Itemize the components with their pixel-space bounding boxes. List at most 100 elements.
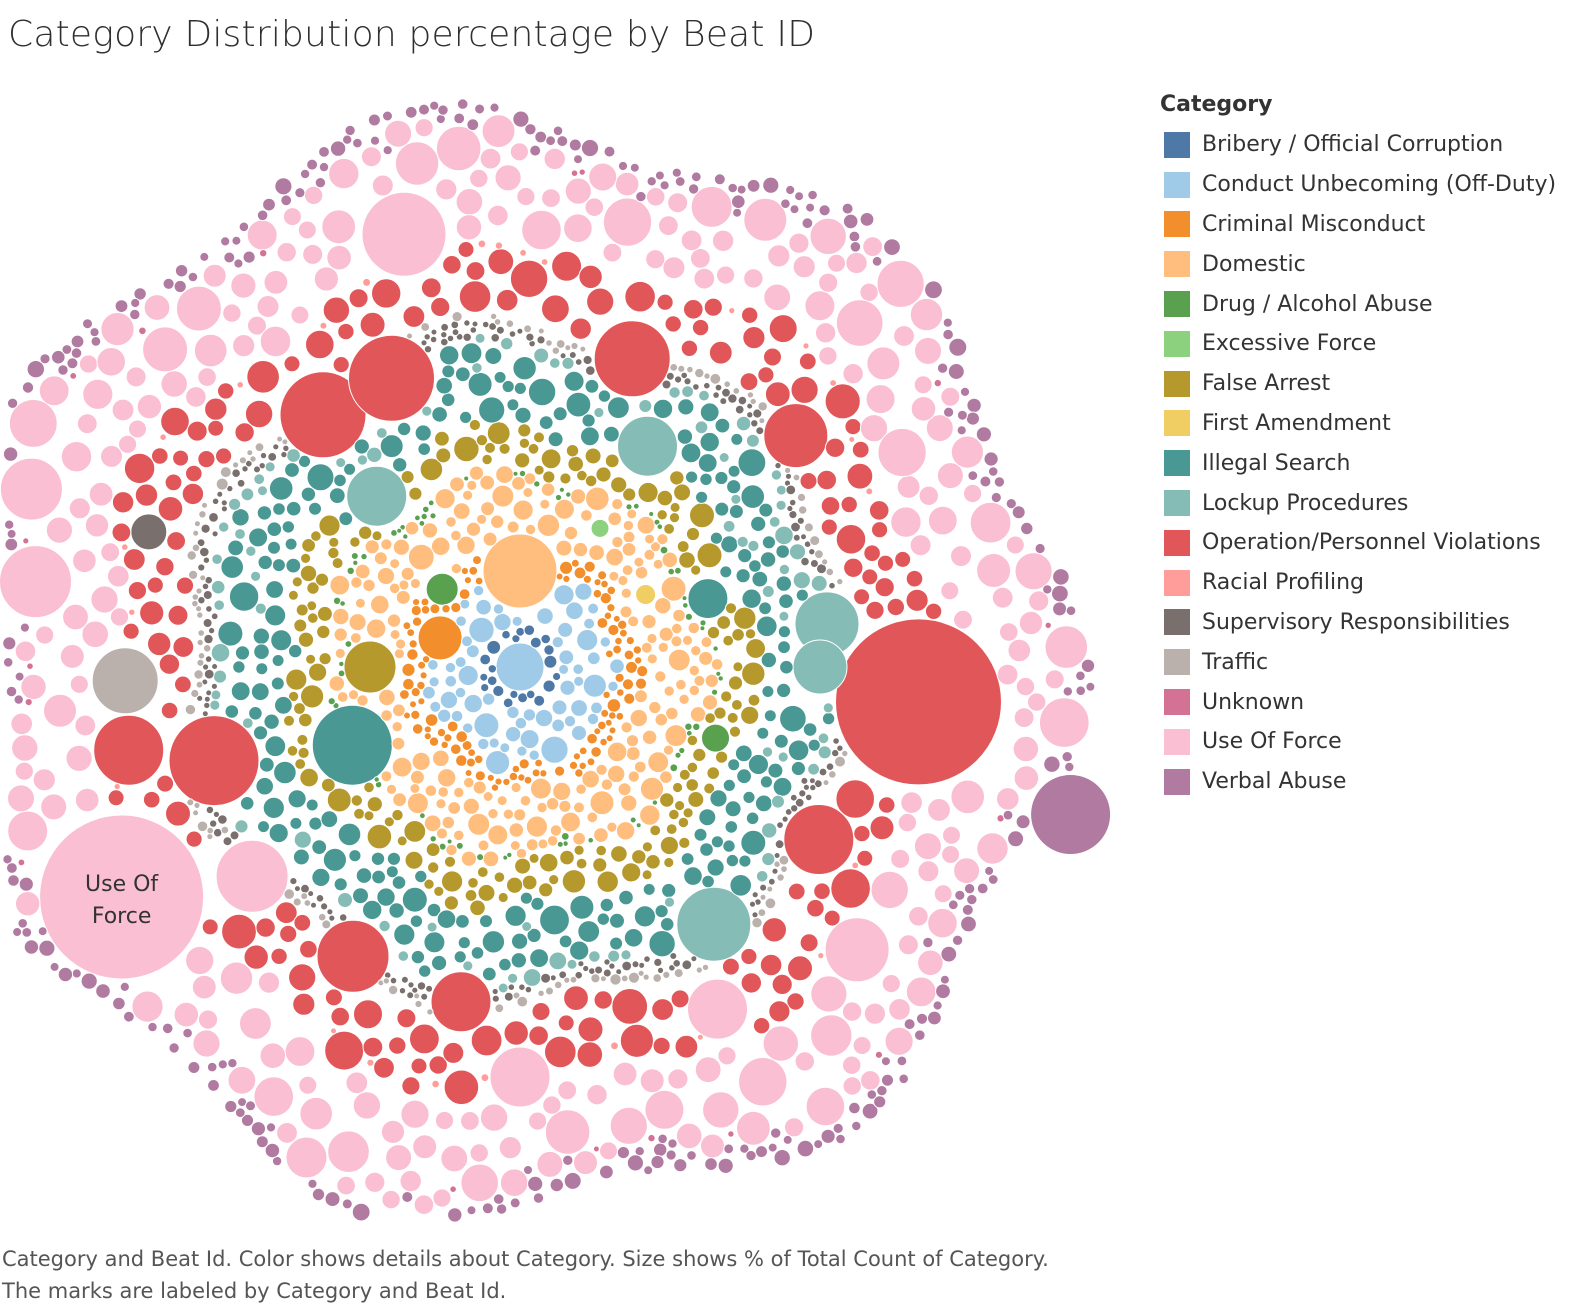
bubble-mark[interactable]: [1051, 584, 1069, 603]
bubble-mark[interactable]: [626, 1154, 645, 1172]
bubble-mark[interactable]: [1018, 610, 1044, 636]
bubble-mark[interactable]: [693, 827, 708, 842]
bubble-mark[interactable]: [71, 968, 82, 979]
bubble-mark[interactable]: [751, 570, 769, 588]
bubble-mark[interactable]: [113, 782, 121, 791]
bubble-mark[interactable]: [796, 492, 807, 502]
bubble-mark[interactable]: [774, 461, 782, 470]
legend-item[interactable]: Illegal Search: [1160, 443, 1570, 483]
bubble-mark[interactable]: [642, 882, 656, 896]
bubble-mark[interactable]: [297, 631, 315, 648]
bubble-mark[interactable]: [574, 358, 583, 366]
bubble-mark[interactable]: [487, 808, 499, 820]
bubble-mark[interactable]: [4, 519, 15, 530]
bubble-mark[interactable]: [802, 342, 810, 350]
bubble-mark[interactable]: [651, 998, 674, 1021]
bubble-mark[interactable]: [767, 762, 784, 779]
bubble-mark[interactable]: [584, 378, 600, 394]
bubble-mark[interactable]: [668, 512, 681, 524]
bubble-mark[interactable]: [250, 682, 270, 702]
bubble-mark[interactable]: [252, 725, 269, 741]
bubble-mark[interactable]: [751, 917, 763, 929]
bubble-mark[interactable]: [238, 456, 247, 465]
bubble-mark[interactable]: [468, 565, 479, 576]
bubble-mark[interactable]: [755, 1145, 768, 1159]
bubble-mark[interactable]: [250, 1121, 266, 1137]
bubble-mark[interactable]: [776, 873, 785, 882]
bubble-mark[interactable]: [378, 688, 396, 707]
bubble-mark[interactable]: [726, 711, 739, 724]
bubble-mark[interactable]: [1007, 830, 1025, 848]
bubble-mark[interactable]: [271, 558, 286, 573]
bubble-mark[interactable]: [698, 389, 710, 402]
bubble-mark[interactable]: [874, 1050, 884, 1059]
bubble-mark[interactable]: [822, 702, 834, 714]
bubble-mark[interactable]: [841, 1001, 863, 1022]
bubble-mark[interactable]: [788, 498, 797, 507]
bubble-mark[interactable]: [57, 364, 69, 376]
bubble-mark[interactable]: [109, 607, 130, 627]
bubble-mark[interactable]: [224, 1099, 238, 1114]
bubble-mark[interactable]: [551, 346, 560, 355]
bubble-mark[interactable]: [758, 502, 774, 518]
bubble-mark[interactable]: [450, 743, 462, 756]
bubble-mark[interactable]: [81, 620, 109, 649]
bubble-mark[interactable]: [573, 154, 583, 165]
bubble-mark[interactable]: [412, 598, 421, 607]
bubble-mark[interactable]: [217, 814, 228, 825]
bubble-mark[interactable]: [808, 777, 816, 785]
bubble-mark[interactable]: [420, 512, 428, 521]
bubble-mark[interactable]: [670, 989, 690, 1009]
bubble-mark[interactable]: [281, 438, 289, 446]
bubble-mark[interactable]: [1028, 590, 1050, 612]
bubble-mark[interactable]: [401, 1191, 414, 1203]
bubble-mark[interactable]: [263, 713, 280, 730]
bubble-mark[interactable]: [623, 928, 644, 948]
bubble-mark[interactable]: [443, 895, 459, 911]
bubble-mark[interactable]: [1039, 697, 1090, 748]
bubble-mark[interactable]: [890, 848, 911, 869]
bubble-mark[interactable]: [416, 981, 427, 991]
bubble-mark[interactable]: [963, 483, 983, 504]
bubble-mark[interactable]: [983, 451, 999, 467]
bubble-mark[interactable]: [39, 353, 51, 365]
bubble-mark[interactable]: [807, 762, 820, 776]
bubble-mark[interactable]: [512, 470, 519, 477]
bubble-mark[interactable]: [615, 821, 636, 841]
bubble-mark[interactable]: [451, 311, 463, 323]
bubble-mark[interactable]: [746, 402, 754, 410]
bubble-mark[interactable]: [563, 213, 593, 243]
bubble-mark[interactable]: [495, 465, 515, 485]
bubble-mark[interactable]: [0, 457, 63, 521]
bubble-mark[interactable]: [404, 520, 420, 536]
bubble-mark[interactable]: [873, 1095, 887, 1109]
bubble-mark[interactable]: [487, 248, 515, 276]
bubble-mark[interactable]: [234, 1107, 246, 1118]
bubble-mark[interactable]: [283, 714, 295, 727]
bubble-mark[interactable]: [730, 432, 744, 446]
bubble-mark[interactable]: [701, 874, 715, 889]
bubble-mark[interactable]: [745, 1149, 757, 1162]
bubble-mark[interactable]: [490, 783, 500, 792]
bubble-mark[interactable]: [835, 1133, 846, 1145]
bubble-mark[interactable]: [1065, 605, 1077, 617]
bubble-mark[interactable]: [742, 790, 756, 805]
bubble-mark[interactable]: [533, 347, 550, 364]
bubble-mark[interactable]: [678, 746, 686, 755]
bubble-mark[interactable]: [499, 1168, 529, 1197]
bubble-mark[interactable]: [558, 649, 575, 666]
bubble-mark[interactable]: [489, 312, 498, 321]
bubble-mark[interactable]: [498, 957, 512, 972]
bubble-mark[interactable]: [204, 397, 228, 421]
bubble-mark[interactable]: [441, 815, 456, 830]
bubble-mark[interactable]: [866, 1089, 878, 1100]
bubble-mark[interactable]: [26, 360, 45, 379]
bubble-mark[interactable]: [759, 893, 767, 901]
bubble-mark[interactable]: [469, 326, 478, 334]
bubble-mark[interactable]: [477, 737, 490, 751]
bubble-mark[interactable]: [905, 569, 924, 588]
bubble-mark[interactable]: [611, 535, 624, 549]
bubble-mark[interactable]: [321, 919, 332, 930]
bubble-mark[interactable]: [375, 427, 388, 439]
bubble-mark[interactable]: [773, 733, 789, 749]
